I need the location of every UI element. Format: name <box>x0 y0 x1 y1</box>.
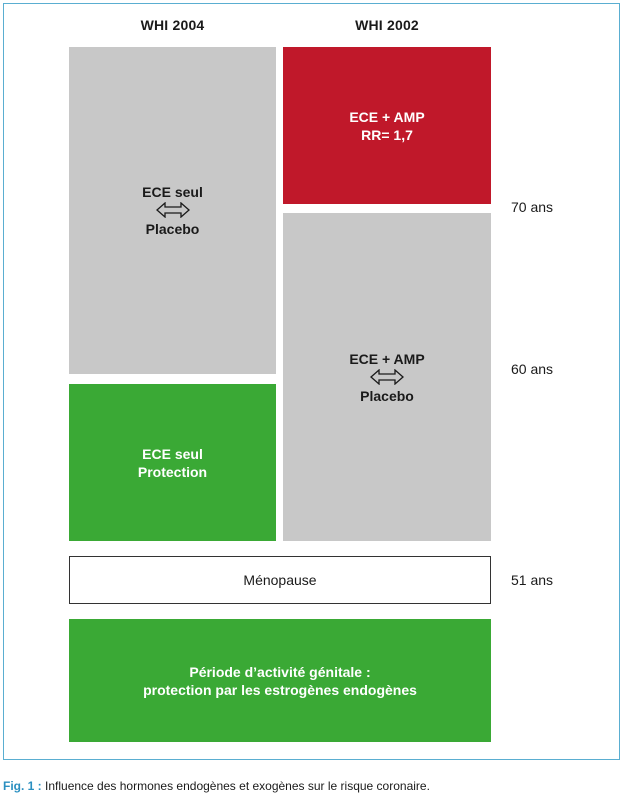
box-line-2: Placebo <box>360 387 414 404</box>
box-line-1: Période d’activité génitale : <box>189 663 371 680</box>
box-menopause: Ménopause <box>69 556 491 604</box>
age-label-51: 51 ans <box>511 572 554 588</box>
figure-caption-text: Influence des hormones endogènes et exog… <box>41 779 430 793</box>
box-ece-amp-relative-risk: ECE + AMP RR= 1,7 <box>283 47 491 204</box>
age-label-60: 60 ans <box>511 361 554 377</box>
box-line-2: RR= 1,7 <box>361 126 413 143</box>
box-line-2: Protection <box>137 463 208 480</box>
box-line-1: ECE + AMP <box>349 350 425 367</box>
double-arrow-icon <box>155 202 190 218</box>
column-header-whi-2002: WHI 2002 <box>355 17 419 33</box>
double-arrow-icon <box>370 368 404 385</box>
figure-caption: Fig. 1 : Influence des hormones endogène… <box>3 779 430 793</box>
box-line-1: ECE + AMP <box>349 108 425 125</box>
box-ece-alone-vs-placebo: ECE seul Placebo <box>69 47 276 374</box>
age-label-70: 70 ans <box>511 199 554 215</box>
box-ece-alone-protection: ECE seul Protection <box>69 384 276 541</box>
box-line-1: ECE seul <box>142 184 203 200</box>
menopause-label: Ménopause <box>243 572 317 588</box>
box-line-1: ECE seul <box>142 445 203 462</box>
column-header-whi-2004: WHI 2004 <box>140 17 205 33</box>
box-ece-amp-vs-placebo: ECE + AMP Placebo <box>283 213 491 541</box>
figure-caption-label: Fig. 1 : <box>3 779 42 793</box>
figure-frame <box>3 3 620 760</box>
box-genital-activity-period: Période d’activité génitale : protection… <box>69 619 491 742</box>
box-line-2: Placebo <box>145 221 200 237</box>
box-line-2: protection par les estrogènes endogènes <box>143 681 417 698</box>
